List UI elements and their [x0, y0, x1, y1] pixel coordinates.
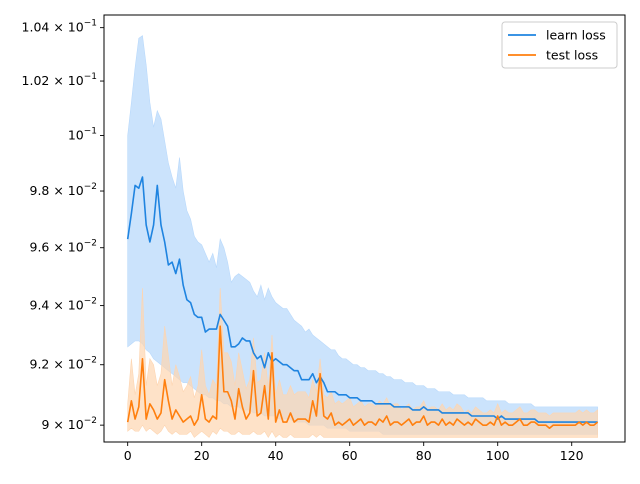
legend-label-learn-loss: learn loss [546, 28, 606, 43]
x-tick-label: 0 [124, 448, 132, 463]
y-tick-label: 1.02 × 10−1 [22, 72, 97, 88]
series-lines [126, 176, 599, 429]
y-tick-label: 9.4 × 10−2 [30, 297, 98, 313]
x-tick-label: 80 [416, 448, 432, 463]
test-loss-line [126, 325, 599, 429]
y-tick-label: 9.8 × 10−2 [30, 182, 98, 198]
x-tick-label: 20 [194, 448, 210, 463]
legend-label-test-loss: test loss [546, 48, 598, 63]
x-tick-label: 120 [560, 448, 584, 463]
y-axis-ticks: 9 × 10−2 9.2 × 10−2 9.4 × 10−2 9.6 × 10−2 9.… [22, 19, 104, 432]
x-tick-label: 60 [342, 448, 358, 463]
legend: learn loss test loss [501, 21, 618, 69]
y-tick-label: 9.6 × 10−2 [30, 239, 98, 255]
y-tick-label: 9.2 × 10−2 [30, 356, 98, 372]
y-tick-label: 10−1 [68, 126, 97, 142]
x-axis-ticks: 0 20 40 60 80 100 120 [124, 442, 584, 463]
legend-box [501, 21, 618, 69]
x-tick-label: 100 [486, 448, 510, 463]
plot-frame [103, 14, 626, 443]
y-tick-label: 1.04 × 10−1 [22, 19, 97, 35]
x-tick-label: 40 [268, 448, 284, 463]
y-tick-label: 9 × 10−2 [41, 416, 97, 432]
test-loss-band [127, 288, 598, 438]
